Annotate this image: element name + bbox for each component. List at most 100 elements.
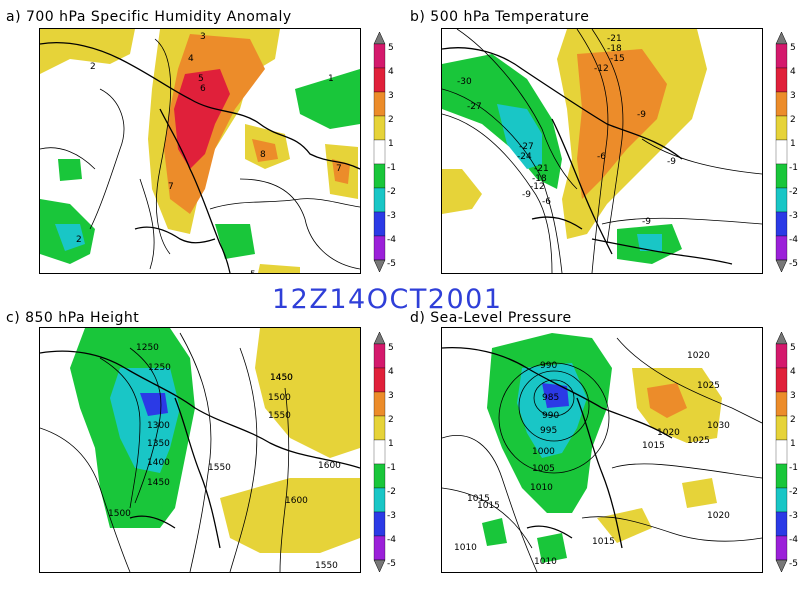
humidity-contour-label: 8 <box>260 150 266 160</box>
colorbar-label: 2 <box>388 115 394 125</box>
colorbar-label: 2 <box>790 115 796 125</box>
humidity-contour-label: 7 <box>168 182 174 192</box>
colorbar-swatch <box>775 163 788 189</box>
height-positive-region-2 <box>220 478 360 553</box>
pressure-contour-label-group: 990 985 990 995 1000 1005 1010 1015 1015… <box>454 351 730 567</box>
humidity-positive-region-9 <box>258 264 300 273</box>
pressure-contour-label: 1005 <box>532 464 555 474</box>
pressure-contour-label: 1010 <box>530 483 553 493</box>
height-contour-label: 1450 <box>147 478 170 488</box>
humidity-negative-region-3 <box>55 224 85 251</box>
colorbar-neutral-swatch <box>775 139 788 165</box>
pressure-contour-label: 1030 <box>707 421 730 431</box>
colorbar-label: -3 <box>789 511 798 521</box>
pressure-contour-label: 1025 <box>687 436 710 446</box>
humidity-contour-label: 5 <box>250 270 256 273</box>
colorbar-bottom-arrow <box>373 559 386 573</box>
humidity-positive-region-3 <box>174 69 230 169</box>
temperature-negative-region-2 <box>497 104 542 169</box>
height-contour-label: 1550 <box>208 463 231 473</box>
pressure-contour-label: 1000 <box>532 447 555 457</box>
humidity-positive-region-5 <box>252 139 278 162</box>
pressure-contour-label: 1015 <box>592 537 615 547</box>
height-contour-label: 1350 <box>147 439 170 449</box>
colorbar-swatch <box>775 391 788 417</box>
colorbar-label: 1 <box>790 439 796 449</box>
pressure-contour-label: 1015 <box>467 494 490 504</box>
colorbar-swatch <box>775 511 788 537</box>
colorbar-swatch <box>373 391 386 417</box>
colorbar-swatch <box>775 187 788 213</box>
colorbar-label: 3 <box>388 391 394 401</box>
colorbar-label: 3 <box>388 91 394 101</box>
humidity-contour-label: 7 <box>336 164 342 174</box>
height-contour-label: 1450 <box>270 373 293 383</box>
panel-d-colorbar: 5 4 3 2 1 -1 -2 -3 -4 -5 <box>773 331 800 573</box>
colorbar-bottom-arrow <box>775 259 788 273</box>
temperature-contour-label-group: -21 -18 -15 -12 -30 -27 -27 -24 -21 -18 … <box>457 34 676 227</box>
panel-d-map: 990 985 990 995 1000 1005 1010 1015 1015… <box>441 327 763 573</box>
panel-b-colorbar: 5 4 3 2 1 -1 -2 -3 -4 -5 <box>773 31 800 273</box>
colorbar-swatch <box>775 463 788 489</box>
colorbar-swatch <box>775 235 788 261</box>
colorbar-label: 1 <box>790 139 796 149</box>
humidity-contour-label: 5 <box>198 74 204 84</box>
colorbar-top-arrow <box>775 331 788 345</box>
temperature-contour-label: -18 <box>607 44 622 54</box>
colorbar-swatch <box>775 487 788 513</box>
colorbar-swatch <box>775 43 788 69</box>
colorbar-label: 4 <box>388 67 394 77</box>
coastline <box>40 42 360 273</box>
colorbar-swatch <box>373 187 386 213</box>
colorbar-label: -3 <box>387 211 396 221</box>
height-contour-label: 1500 <box>108 509 131 519</box>
colorbar-swatch <box>775 343 788 369</box>
colorbar-label: 3 <box>790 91 796 101</box>
temperature-contour-label: -12 <box>530 182 545 192</box>
pressure-contour-label: 1025 <box>697 381 720 391</box>
colorbar-label: -1 <box>789 163 798 173</box>
humidity-contour-label: 2 <box>90 62 96 72</box>
colorbar-swatch <box>373 487 386 513</box>
panel-c-colorbar: 5 4 3 2 1 -1 -2 -3 -4 -5 <box>371 331 405 573</box>
colorbar-swatch <box>373 115 386 141</box>
height-contour-label-group: 1250 1250 1300 1350 1400 1450 1500 1550 … <box>108 343 341 571</box>
height-contour-label: 1500 <box>268 393 291 403</box>
humidity-contour-label: 4 <box>188 54 194 64</box>
temperature-contour-label: -18 <box>532 174 547 184</box>
colorbar-neutral-swatch <box>373 139 386 165</box>
temperature-contour-label: -21 <box>534 164 549 174</box>
pressure-contour-label: 1015 <box>642 441 665 451</box>
coastline <box>442 347 673 549</box>
temperature-positive-region-3 <box>442 169 482 214</box>
colorbar-label: -5 <box>789 259 798 269</box>
pressure-contour-label: 1015 <box>477 501 500 511</box>
colorbar-swatch <box>373 211 386 237</box>
colorbar-label: -5 <box>387 259 396 269</box>
colorbar-label: 5 <box>790 43 796 53</box>
colorbar-swatch <box>373 163 386 189</box>
colorbar-swatch <box>775 535 788 561</box>
colorbar-swatch <box>373 67 386 93</box>
height-contour-label: 1600 <box>318 461 341 471</box>
temperature-contour-label: -27 <box>519 142 534 152</box>
temperature-contour-label: -9 <box>667 157 676 167</box>
colorbar-label: -3 <box>789 211 798 221</box>
colorbar-neutral-swatch <box>373 439 386 465</box>
height-positive-region-1 <box>255 328 360 458</box>
temperature-contour-label: -30 <box>457 77 472 87</box>
panel-a-colorbar: 5 4 3 2 1 -1 -2 -3 -4 -5 <box>371 31 405 273</box>
colorbar-bottom-arrow <box>775 559 788 573</box>
humidity-negative-region-4 <box>58 159 82 181</box>
colorbar-swatch <box>373 511 386 537</box>
height-contour-label: 1600 <box>285 496 308 506</box>
panel-c-map: 1250 1250 1300 1350 1400 1450 1500 1550 … <box>39 327 361 573</box>
colorbar-label: 5 <box>388 343 394 353</box>
panel-b-map: -21 -18 -15 -12 -30 -27 -27 -24 -21 -18 … <box>441 28 763 274</box>
pressure-contour-label: 990 <box>540 361 557 371</box>
pressure-positive-region-4 <box>597 508 652 543</box>
pressure-negative-region-4 <box>537 533 567 563</box>
height-contour-label: 1250 <box>148 363 171 373</box>
pressure-contour-lines <box>442 337 762 572</box>
pressure-positive-region-2 <box>647 383 687 418</box>
